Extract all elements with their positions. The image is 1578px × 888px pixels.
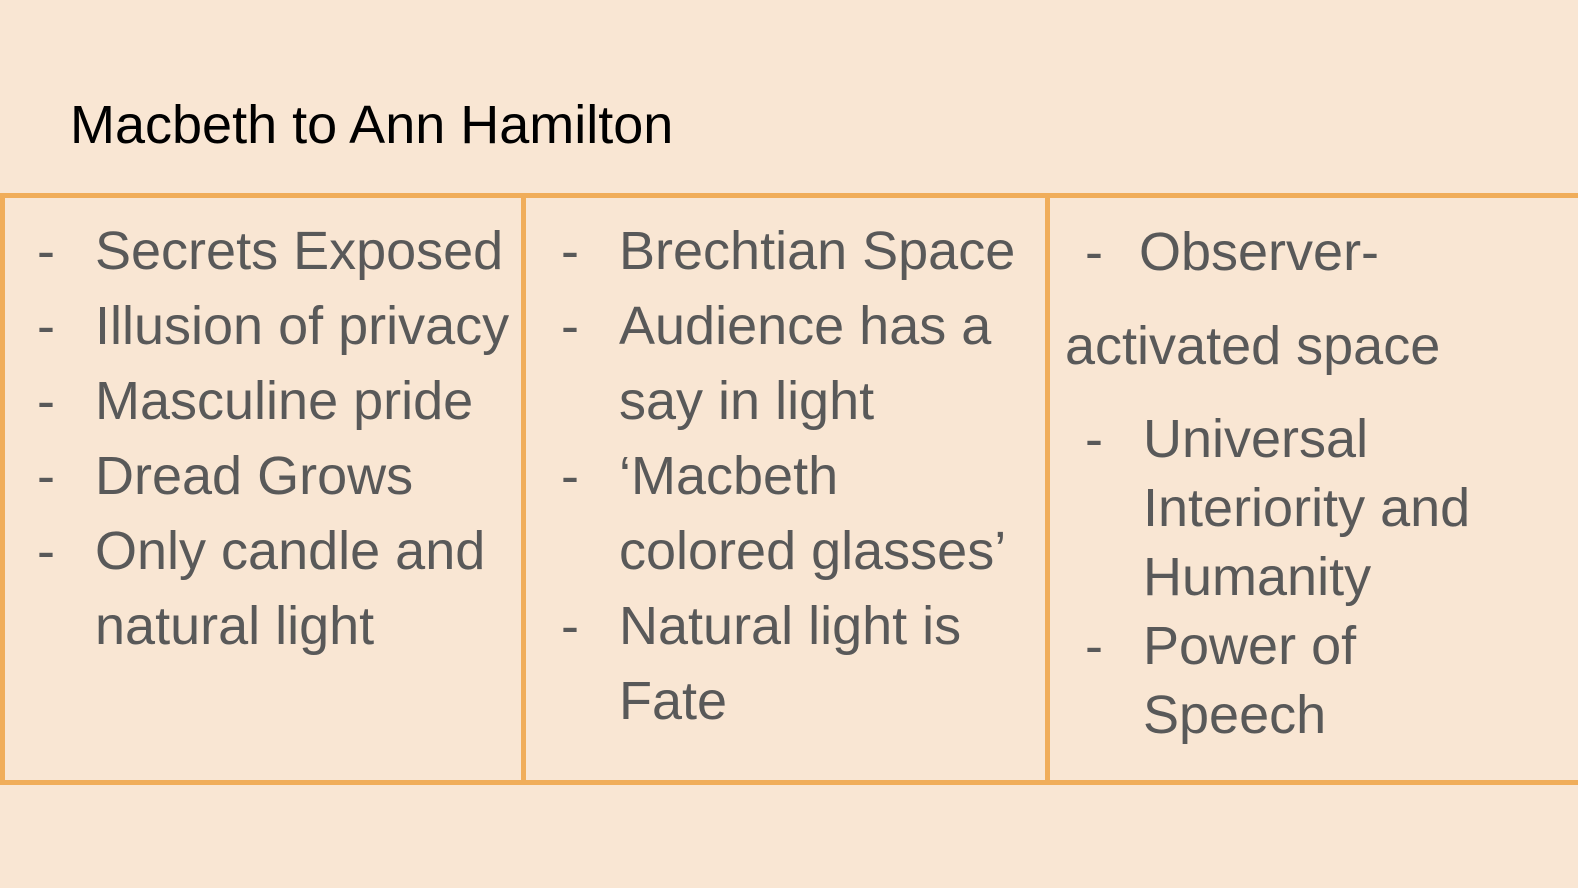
slide-title: Macbeth to Ann Hamilton — [70, 95, 674, 155]
list-item: - Power of Speech — [1085, 612, 1525, 750]
bullet-marker: - — [37, 371, 55, 431]
column-divider — [1045, 198, 1050, 780]
list-item: - Dread Grows — [37, 439, 517, 514]
list-item: - Illusion of privacy — [37, 289, 517, 364]
list-item-text: Natural light is Fate — [619, 596, 962, 731]
list-item: - Brechtian Space — [561, 214, 1021, 289]
list-item-text: Audience has a say in light — [619, 296, 992, 431]
list-item: - ‘Macbeth colored glasses’ — [561, 439, 1021, 589]
list-item-text: Power of Speech — [1143, 616, 1357, 745]
list-item-text: Dread Grows — [95, 446, 414, 506]
list-item-text: ‘Macbeth colored glasses’ — [619, 446, 1007, 581]
list-item: - Universal Interiority and Humanity — [1085, 405, 1525, 612]
bullet-list: - Secrets Exposed - Illusion of privacy … — [37, 214, 517, 664]
bullet-marker: - — [1085, 222, 1103, 282]
list-item: - Natural light is Fate — [561, 589, 1021, 739]
list-item: - Secrets Exposed — [37, 214, 517, 289]
bullet-list: - Brechtian Space - Audience has a say i… — [561, 214, 1021, 739]
bullet-marker: - — [561, 221, 579, 281]
list-item-text: Illusion of privacy — [95, 296, 510, 356]
list-item-text: Secrets Exposed — [95, 221, 504, 281]
bullet-marker: - — [561, 296, 579, 356]
column-2: - Brechtian Space - Audience has a say i… — [526, 198, 1045, 780]
bullet-list: - Universal Interiority and Humanity - P… — [1085, 405, 1525, 750]
list-item-continuation: activated space — [1065, 316, 1441, 376]
bullet-marker: - — [37, 521, 55, 581]
bullet-marker: - — [1085, 616, 1103, 676]
list-item-text: Universal Interiority and Humanity — [1143, 409, 1471, 607]
bullet-marker: - — [37, 221, 55, 281]
bullet-marker: - — [1085, 409, 1103, 469]
list-item: - Only candle and natural light — [37, 514, 517, 664]
column-divider — [521, 198, 526, 780]
list-item: - Audience has a say in light — [561, 289, 1021, 439]
bullet-marker: - — [561, 446, 579, 506]
list-item-text: Only candle and natural light — [95, 521, 486, 656]
list-item: - Masculine pride — [37, 364, 517, 439]
content-table: - Secrets Exposed - Illusion of privacy … — [0, 193, 1578, 785]
list-item-text: Brechtian Space — [619, 221, 1016, 281]
bullet-marker: - — [561, 596, 579, 656]
column-3: - Observer- activated space - Universal I… — [1050, 198, 1578, 780]
list-item-text: Masculine pride — [95, 371, 474, 431]
column-1: - Secrets Exposed - Illusion of privacy … — [5, 198, 521, 780]
list-item-text: Observer- — [1138, 222, 1380, 282]
list-item: - Observer- — [1085, 218, 1379, 287]
bullet-marker: - — [37, 296, 55, 356]
bullet-marker: - — [37, 446, 55, 506]
